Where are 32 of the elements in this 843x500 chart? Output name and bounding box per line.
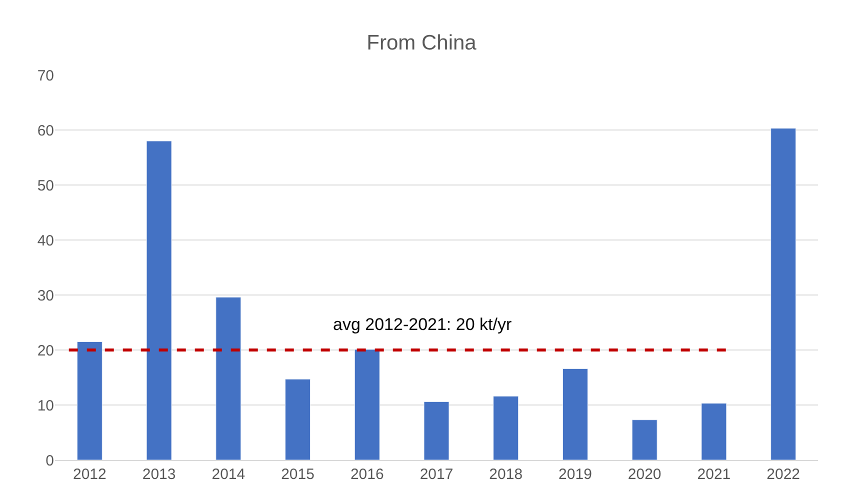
y-tick-label: 20	[37, 342, 54, 360]
x-tick-label: 2017	[420, 466, 454, 483]
y-tick-label: 70	[37, 67, 54, 84]
x-tick-label: 2022	[766, 466, 800, 483]
bar	[562, 368, 588, 460]
chart-title: From China	[366, 32, 477, 55]
bar	[701, 403, 727, 460]
bar	[424, 401, 450, 460]
y-tick-label: 10	[37, 397, 54, 414]
x-tick-label: 2016	[350, 466, 384, 483]
bar	[216, 296, 242, 460]
x-tick-label: 2020	[628, 466, 662, 483]
y-tick-label: 40	[37, 232, 54, 250]
bar	[76, 342, 102, 460]
x-tick-label: 2013	[142, 466, 176, 483]
x-tick-label: 2015	[281, 466, 314, 483]
bar	[770, 128, 796, 460]
x-tick-label: 2012	[72, 466, 106, 483]
x-tick-label: 2019	[558, 466, 592, 483]
x-tick-label: 2014	[212, 466, 246, 483]
y-tick-label: 60	[37, 122, 54, 140]
bar	[146, 140, 172, 460]
bar	[632, 420, 658, 460]
ref-line-label: avg 2012-2021: 20 kt/yr	[333, 315, 512, 334]
bar	[493, 396, 519, 460]
y-tick-label: 30	[37, 287, 54, 304]
x-tick-label: 2018	[489, 466, 523, 483]
y-tick-label: 50	[37, 177, 54, 194]
x-tick-label: 2021	[697, 466, 731, 483]
bar	[285, 378, 311, 460]
y-tick-label: 0	[46, 452, 54, 470]
bar	[354, 349, 380, 460]
